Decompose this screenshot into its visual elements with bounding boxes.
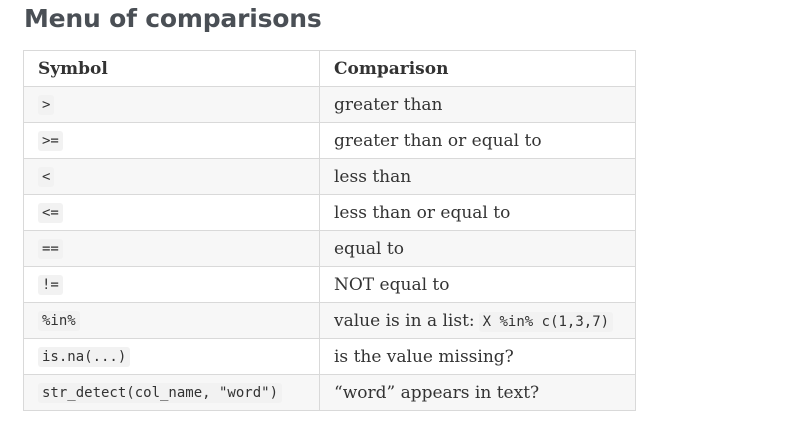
comparison-example-code: X %in% c(1,3,7) [478, 311, 614, 332]
comparison-cell: “word” appears in text? [319, 374, 636, 411]
comparison-text: greater than or equal to [334, 130, 542, 151]
comparison-table: Symbol Comparison > greater than >= grea… [23, 50, 636, 411]
comparison-cell: greater than or equal to [319, 122, 636, 159]
table-row: == equal to [23, 230, 636, 267]
table-row: str_detect(col_name, "word") “word” appe… [23, 374, 636, 411]
table-row: <= less than or equal to [23, 194, 636, 231]
comparison-text: less than [334, 166, 412, 187]
comparison-cell: less than or equal to [319, 194, 636, 231]
symbol-cell: %in% [23, 302, 320, 339]
table-row: != NOT equal to [23, 266, 636, 303]
comparison-text: NOT equal to [334, 274, 450, 295]
table-row: is.na(...) is the value missing? [23, 338, 636, 375]
symbol-code: >= [38, 130, 63, 151]
symbol-cell: str_detect(col_name, "word") [23, 374, 320, 411]
comparison-cell: value is in a list: X %in% c(1,3,7) [319, 302, 636, 339]
symbol-code: == [38, 238, 63, 259]
table-row: > greater than [23, 86, 636, 123]
symbol-cell: != [23, 266, 320, 303]
page-title: Menu of comparisons [24, 4, 322, 33]
comparison-cell: less than [319, 158, 636, 195]
table-row: %in% value is in a list: X %in% c(1,3,7) [23, 302, 636, 339]
symbol-code: str_detect(col_name, "word") [38, 382, 283, 403]
comparison-label: value is in a list: [334, 310, 475, 331]
symbol-code: != [38, 274, 63, 295]
comparison-text: less than or equal to [334, 202, 511, 223]
comparison-text: equal to [334, 238, 404, 259]
comparison-cell: greater than [319, 86, 636, 123]
comparison-text: greater than [334, 94, 443, 115]
column-header-comparison: Comparison [319, 50, 636, 87]
symbol-code: <= [38, 202, 63, 223]
symbol-code: %in% [38, 310, 80, 331]
table-row: < less than [23, 158, 636, 195]
symbol-cell: < [23, 158, 320, 195]
comparison-cell: is the value missing? [319, 338, 636, 375]
comparison-cell: equal to [319, 230, 636, 267]
symbol-code: < [38, 166, 55, 187]
symbol-code: is.na(...) [38, 346, 131, 367]
symbol-cell: <= [23, 194, 320, 231]
symbol-cell: >= [23, 122, 320, 159]
column-header-symbol: Symbol [23, 50, 320, 87]
symbol-cell: is.na(...) [23, 338, 320, 375]
comparison-cell: NOT equal to [319, 266, 636, 303]
comparison-text: is the value missing? [334, 346, 514, 367]
symbol-cell: > [23, 86, 320, 123]
comparison-text: value is in a list: X %in% c(1,3,7) [334, 310, 614, 332]
symbol-cell: == [23, 230, 320, 267]
comparison-text: “word” appears in text? [334, 382, 540, 403]
table-header-row: Symbol Comparison [23, 50, 636, 87]
symbol-code: > [38, 94, 55, 115]
table-row: >= greater than or equal to [23, 122, 636, 159]
